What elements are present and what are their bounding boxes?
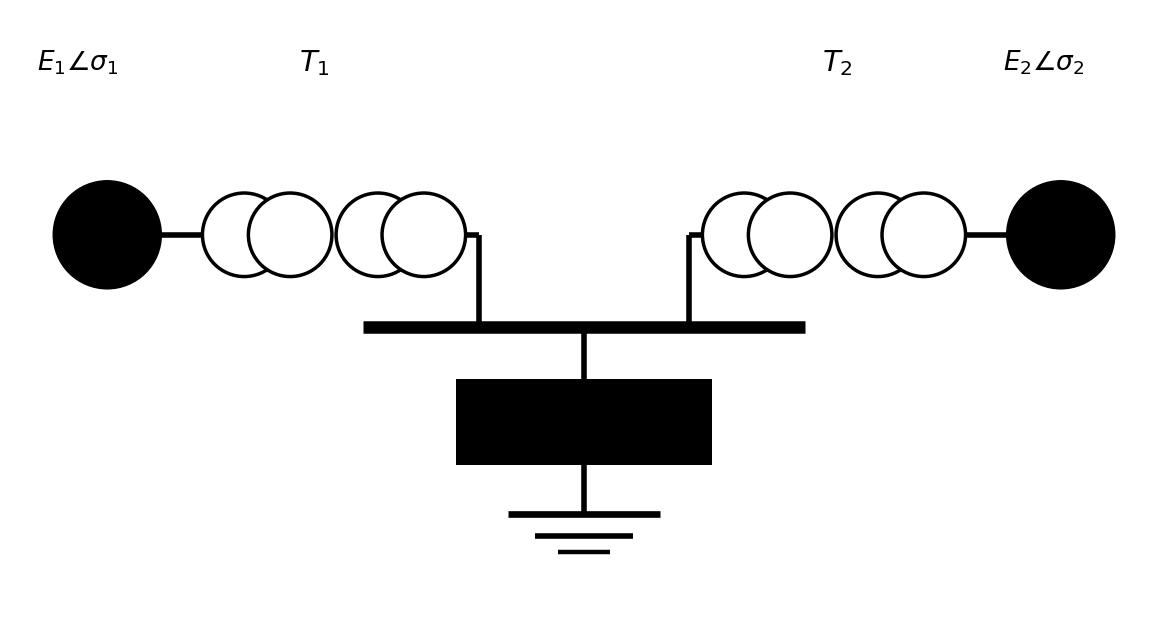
- Circle shape: [1007, 181, 1114, 289]
- Text: $T_1$: $T_1$: [299, 48, 329, 78]
- Circle shape: [702, 193, 786, 276]
- Circle shape: [336, 193, 419, 276]
- Text: $T_2$: $T_2$: [822, 48, 853, 78]
- Bar: [456, 379, 712, 465]
- Text: $E_2\angle\sigma_2$: $E_2\angle\sigma_2$: [1002, 49, 1084, 77]
- Circle shape: [749, 193, 832, 276]
- Text: $E_1\angle\sigma_1$: $E_1\angle\sigma_1$: [37, 49, 119, 77]
- Circle shape: [202, 193, 286, 276]
- Circle shape: [249, 193, 332, 276]
- Circle shape: [836, 193, 919, 276]
- Circle shape: [54, 181, 161, 289]
- Circle shape: [882, 193, 966, 276]
- Circle shape: [382, 193, 466, 276]
